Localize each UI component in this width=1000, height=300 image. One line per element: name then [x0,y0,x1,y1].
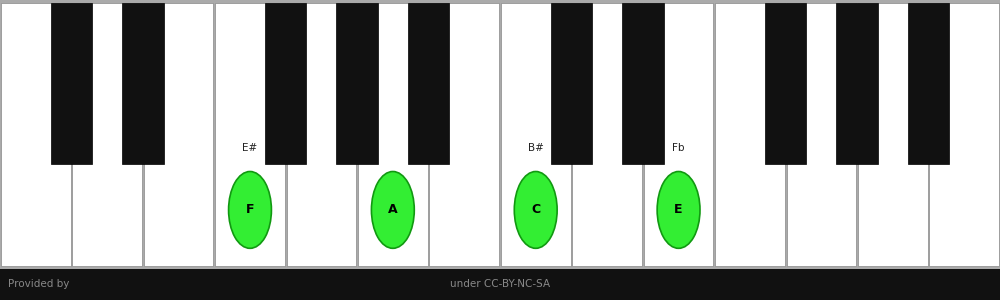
Bar [336,3,378,164]
Bar [287,3,356,266]
Text: F: F [246,203,254,216]
Bar [358,3,428,266]
Bar [572,3,642,266]
Bar [408,3,449,164]
Bar [144,3,213,266]
Ellipse shape [514,172,557,248]
Bar [644,3,713,266]
Bar [1,3,71,266]
Ellipse shape [657,172,700,248]
Bar [551,3,592,164]
Ellipse shape [229,172,271,248]
Text: Provided by: Provided by [8,279,69,289]
Text: C: C [531,203,540,216]
Bar [622,3,664,164]
Bar [501,3,571,266]
Bar [0,0,1000,268]
Bar [836,3,878,164]
Bar [858,3,928,266]
Text: under CC-BY-NC-SA: under CC-BY-NC-SA [450,279,550,289]
Bar [0,268,1000,300]
Bar [72,3,142,266]
Text: B#: B# [528,143,544,153]
Bar [908,3,949,164]
Bar [787,3,856,266]
Bar [265,3,306,164]
Bar [215,3,285,266]
Ellipse shape [371,172,414,248]
Bar [715,3,785,266]
Text: E: E [674,203,683,216]
Bar [122,3,164,164]
Text: Fb: Fb [672,143,685,153]
Bar [429,3,499,266]
Text: E#: E# [242,143,258,153]
Bar [765,3,806,164]
Bar [51,3,92,164]
Bar [929,3,999,266]
Text: A: A [388,203,398,216]
